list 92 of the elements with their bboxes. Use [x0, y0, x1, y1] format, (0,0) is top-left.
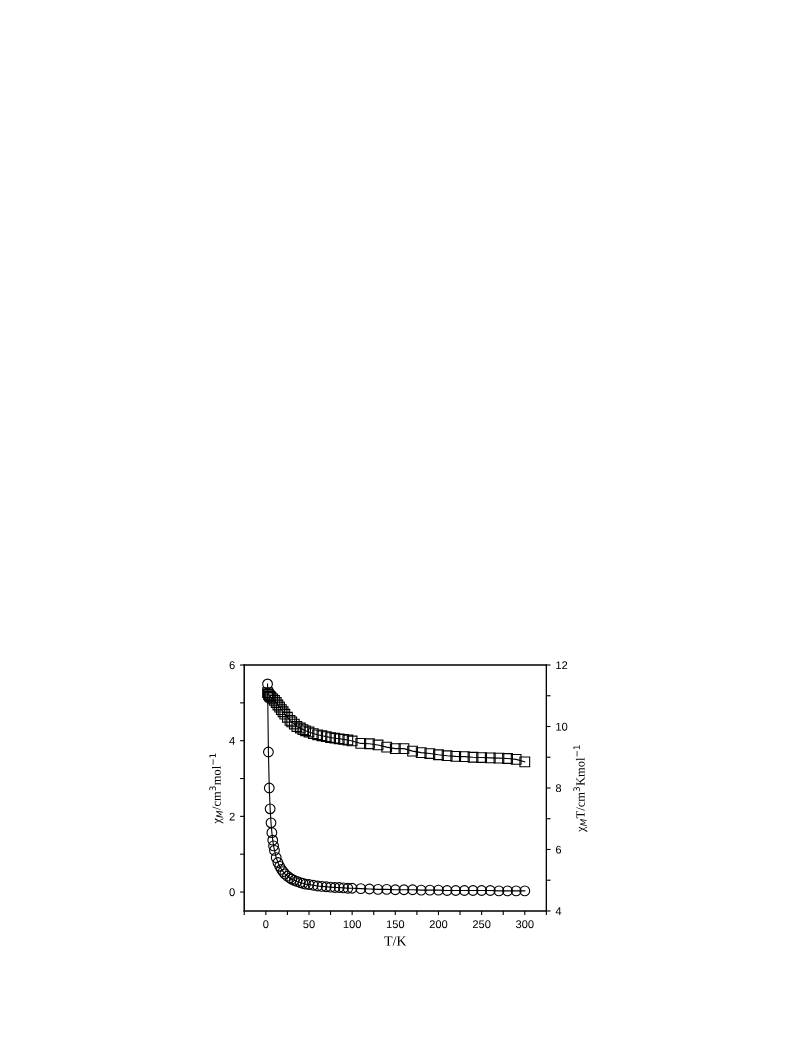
- point: [458, 751, 470, 763]
- point: [398, 743, 410, 755]
- y2-tick-label: 8: [555, 784, 562, 793]
- point: [510, 885, 522, 897]
- point: [329, 882, 341, 893]
- point: [415, 747, 427, 759]
- point: [269, 845, 280, 856]
- point: [450, 885, 462, 896]
- point: [484, 885, 496, 896]
- point: [433, 749, 444, 761]
- point: [265, 817, 277, 829]
- point: [316, 730, 328, 742]
- point: [272, 857, 284, 868]
- point: [342, 734, 354, 746]
- y2-tick-label: 12: [556, 661, 568, 670]
- y2-tick-label: 4: [555, 907, 562, 915]
- point: [398, 884, 410, 896]
- point: [303, 726, 315, 738]
- point: [263, 782, 275, 794]
- point: [346, 735, 358, 747]
- point: [320, 731, 332, 743]
- point: [441, 885, 453, 896]
- point: [329, 732, 341, 744]
- point: [502, 885, 513, 897]
- point: [484, 752, 496, 764]
- point: [372, 883, 384, 895]
- point: [519, 885, 531, 897]
- x-tick-label: 300: [515, 920, 534, 929]
- y2-tick-label: 10: [556, 722, 568, 731]
- point: [267, 834, 279, 846]
- y-tick-label: 2: [229, 812, 235, 821]
- point: [307, 879, 319, 891]
- point: [381, 883, 393, 895]
- point: [433, 884, 444, 896]
- x-tick-label: 100: [343, 920, 361, 929]
- point: [467, 885, 479, 896]
- point: [476, 752, 488, 763]
- point: [519, 756, 531, 768]
- y-axis-title: χ$_{M}$/cm$^{3}$mol$^{−1}$: [209, 753, 224, 824]
- point: [316, 880, 328, 892]
- point: [312, 729, 324, 741]
- point: [424, 748, 436, 759]
- point: [415, 884, 427, 896]
- y2-tick-label: 6: [555, 845, 562, 854]
- x-tick-label: 50: [303, 920, 315, 929]
- point: [346, 882, 358, 894]
- point: [262, 746, 274, 758]
- point: [363, 738, 375, 750]
- point: [270, 852, 282, 864]
- point: [307, 728, 319, 739]
- point: [407, 884, 418, 896]
- point: [264, 803, 276, 815]
- point: [363, 883, 375, 895]
- point: [312, 880, 324, 892]
- point: [389, 743, 401, 755]
- point: [467, 751, 479, 763]
- point: [320, 881, 332, 893]
- point: [510, 753, 522, 765]
- point: [262, 678, 273, 690]
- point: [493, 752, 505, 764]
- x-tick-label: 0: [263, 920, 269, 929]
- point: [303, 879, 315, 890]
- x-axis-title: T/K: [384, 936, 407, 946]
- point: [476, 885, 488, 896]
- y-tick-label: 0: [229, 888, 235, 897]
- x-tick-label: 200: [429, 920, 448, 929]
- point: [333, 733, 345, 745]
- point: [458, 885, 470, 896]
- y-tick-label: 6: [229, 661, 235, 670]
- point: [268, 840, 280, 852]
- point: [381, 741, 393, 753]
- point: [325, 732, 336, 743]
- point: [441, 750, 453, 762]
- x-tick-label: 250: [472, 920, 491, 929]
- point: [355, 737, 367, 749]
- x-tick-label: 150: [386, 920, 405, 929]
- point: [407, 745, 418, 757]
- point: [325, 881, 336, 893]
- point: [502, 753, 513, 764]
- point: [266, 827, 278, 839]
- point: [338, 733, 349, 745]
- point: [450, 750, 462, 762]
- point: [355, 883, 367, 895]
- point: [493, 885, 505, 897]
- point: [338, 882, 349, 894]
- point: [389, 884, 401, 896]
- point: [372, 739, 384, 751]
- y-tick-label: 4: [229, 737, 235, 745]
- point: [424, 884, 436, 896]
- point: [342, 882, 354, 894]
- y2-axis-title: χ$_{M}$T/cm$^{3}$Kmol$^{−1}$: [573, 745, 588, 832]
- point: [333, 882, 345, 893]
